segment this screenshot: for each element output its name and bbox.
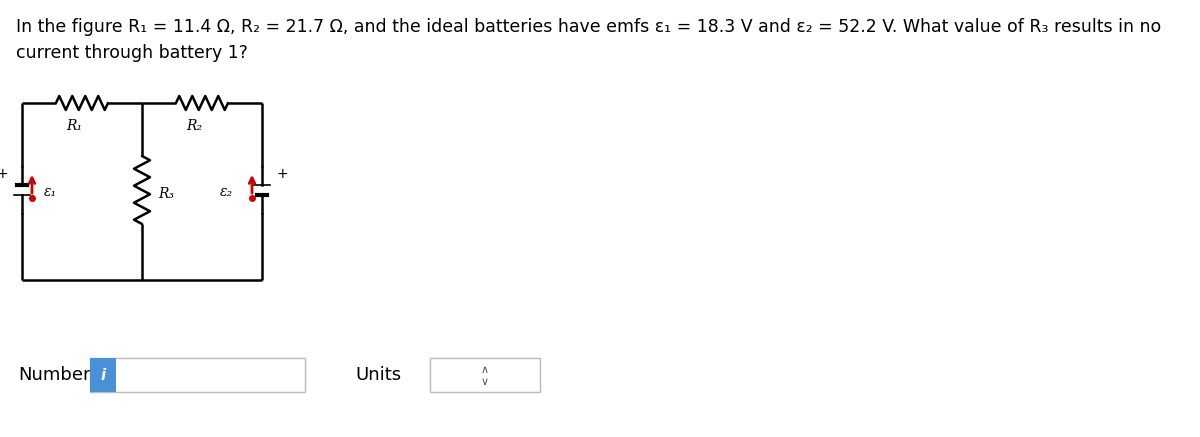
Text: +: + [276,167,288,181]
Text: R₂: R₂ [186,119,202,133]
Text: ∨: ∨ [481,377,490,387]
Text: R₁: R₁ [66,119,82,133]
FancyBboxPatch shape [90,358,305,392]
Text: i: i [101,368,106,382]
Text: ∧: ∧ [481,365,490,375]
Text: R₃: R₃ [158,187,174,201]
Text: current through battery 1?: current through battery 1? [16,44,248,62]
Text: Units: Units [355,366,401,384]
Text: In the figure R₁ = 11.4 Ω, R₂ = 21.7 Ω, and the ideal batteries have emfs ε₁ = 1: In the figure R₁ = 11.4 Ω, R₂ = 21.7 Ω, … [16,18,1162,36]
Text: Number: Number [18,366,90,384]
Text: ε₂: ε₂ [220,185,233,199]
Text: ε₁: ε₁ [44,185,58,199]
Text: +: + [0,167,8,181]
FancyBboxPatch shape [90,358,116,392]
FancyBboxPatch shape [430,358,540,392]
